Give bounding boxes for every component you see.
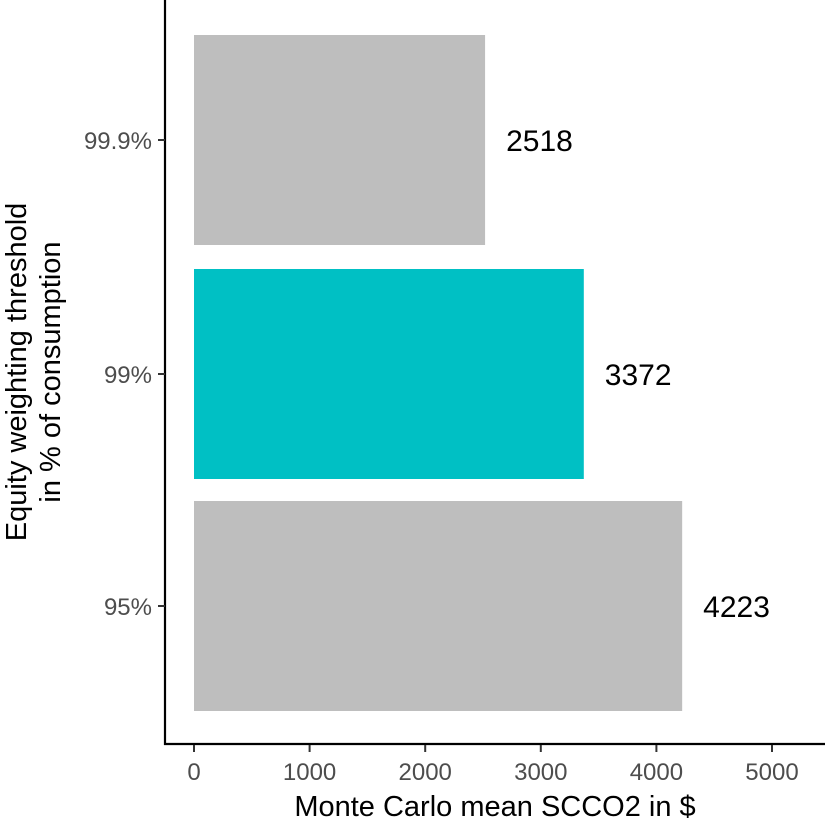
x-tick-label: 2000 — [399, 759, 452, 786]
bar — [194, 269, 584, 479]
data-label: 4223 — [703, 591, 770, 624]
y-tick-label: 95% — [104, 594, 152, 621]
bars-group — [194, 35, 683, 711]
y-axis-title-line-1: Equity weighting threshold — [1, 203, 33, 542]
x-tick-label: 5000 — [745, 759, 798, 786]
x-tick-label: 1000 — [283, 759, 336, 786]
x-axis-title: Monte Carlo mean SCCO2 in $ — [294, 791, 695, 821]
x-tick-label: 4000 — [630, 759, 683, 786]
data-label: 2518 — [506, 125, 573, 158]
y-tick-label: 99.9% — [84, 128, 152, 155]
value-labels-group: 2518 3372 4223 — [506, 125, 770, 624]
y-tick-label: 99% — [104, 362, 152, 389]
y-axis-title: Equity weighting threshold in % of consu… — [1, 203, 67, 542]
x-tick-label: 0 — [187, 759, 200, 786]
x-ticks-group: 0 1000 2000 3000 4000 5000 — [187, 745, 799, 786]
bar — [194, 35, 486, 245]
data-label: 3372 — [605, 359, 672, 392]
bar — [194, 501, 683, 711]
y-axis-title-line-2: in % of consumption — [35, 241, 67, 502]
y-ticks-group: 99.9% 99% 95% — [84, 128, 165, 621]
x-tick-label: 3000 — [514, 759, 567, 786]
